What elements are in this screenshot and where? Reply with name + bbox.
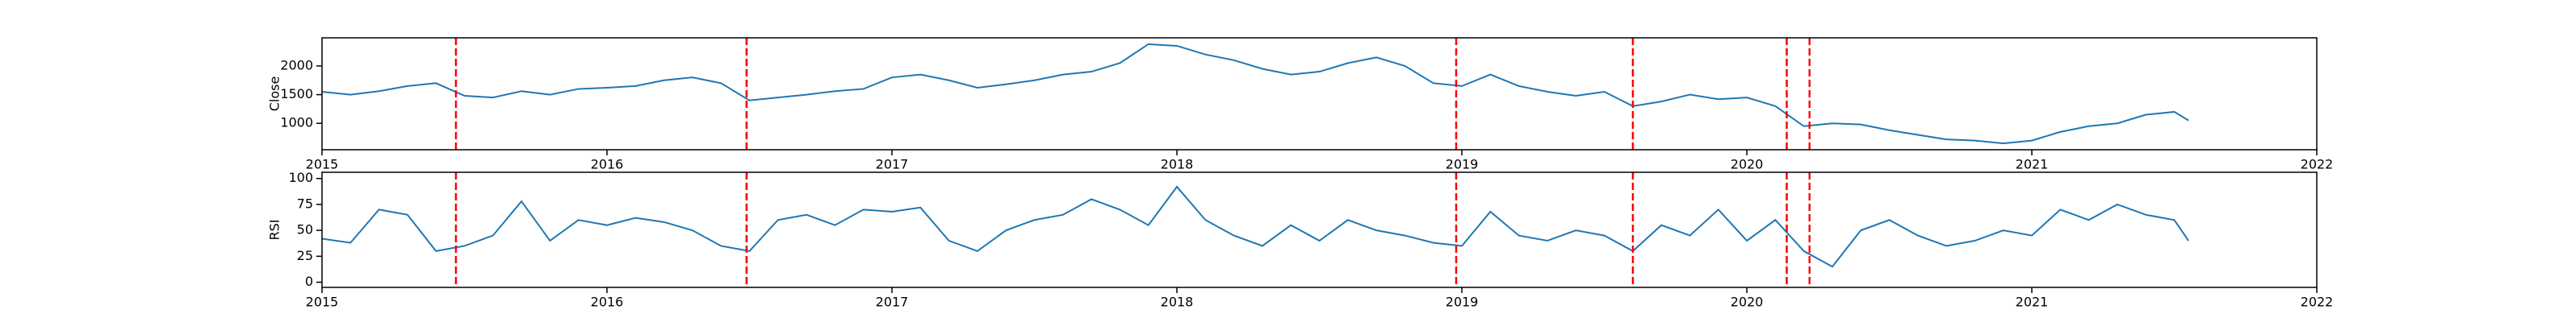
x-tick-label: 2018 (1161, 295, 1194, 310)
x-tick-label: 2020 (1731, 157, 1764, 172)
x-tick-label: 2021 (2016, 157, 2049, 172)
y-tick-label: 2000 (280, 57, 313, 72)
y-tick-label: 1500 (280, 86, 313, 101)
data-line (321, 43, 2190, 145)
x-tick-label: 2017 (876, 295, 909, 310)
y-tick-label: 1000 (280, 115, 313, 130)
y-tick-label: 50 (297, 222, 313, 237)
x-tick-label: 2019 (1446, 295, 1479, 310)
data-line (321, 185, 2190, 268)
y-tick-label: 75 (297, 196, 313, 211)
y-axis-label: Close (267, 76, 283, 112)
x-tick-label: 2022 (2301, 157, 2334, 172)
x-tick-label: 2016 (591, 295, 624, 310)
x-tick-label: 2022 (2301, 295, 2334, 310)
y-axis-label: RSI (267, 220, 283, 241)
axes-frame (321, 37, 2318, 151)
x-tick-label: 2015 (306, 157, 339, 172)
x-tick-label: 2019 (1446, 157, 1479, 172)
x-tick-label: 2017 (876, 157, 909, 172)
x-tick-label: 2020 (1731, 295, 1764, 310)
axes-frame (321, 171, 2318, 288)
y-tick-label: 100 (288, 170, 313, 185)
x-tick-label: 2015 (306, 295, 339, 310)
y-tick-label: 25 (297, 248, 313, 263)
x-tick-label: 2021 (2016, 295, 2049, 310)
x-tick-label: 2018 (1161, 157, 1194, 172)
y-tick-label: 0 (305, 274, 313, 289)
x-tick-label: 2016 (591, 157, 624, 172)
